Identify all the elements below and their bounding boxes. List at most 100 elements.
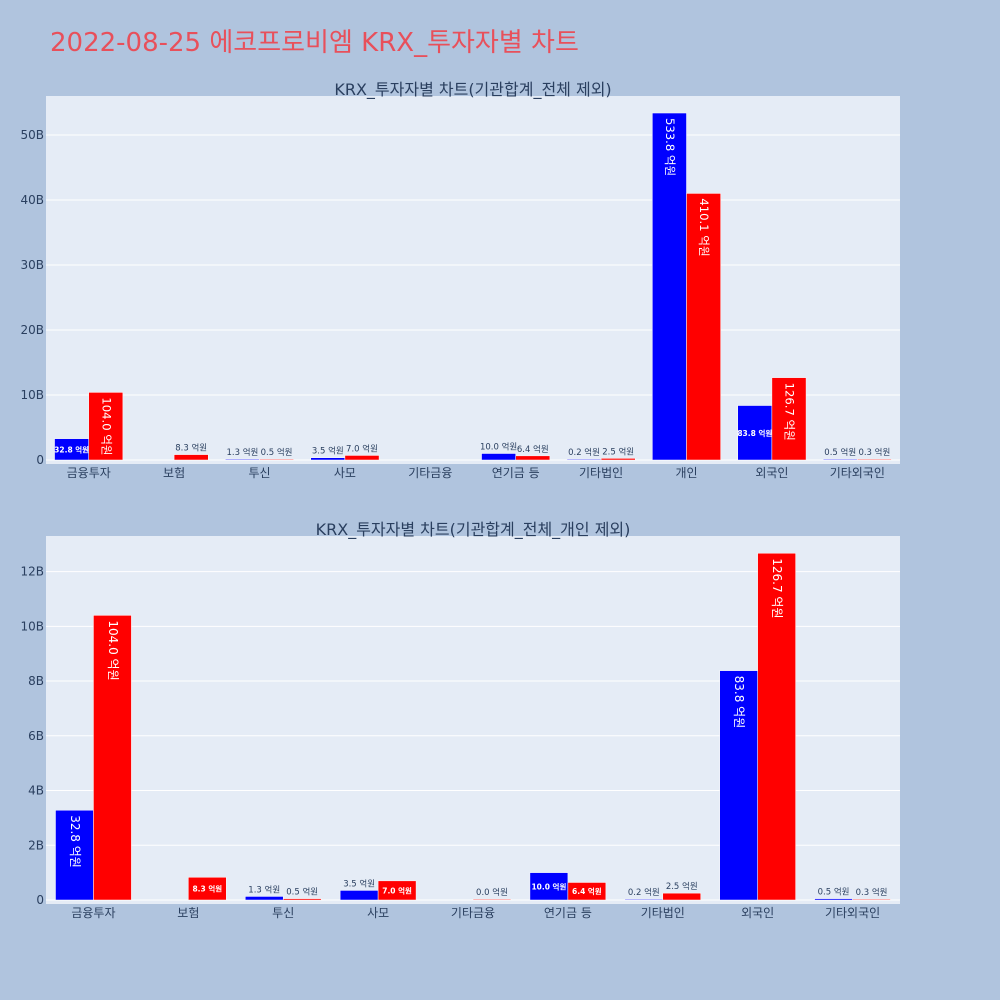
y-tick-label: 4B bbox=[28, 784, 44, 798]
x-tick-label: 보험 bbox=[163, 466, 185, 480]
x-tick-label: 사모 bbox=[334, 466, 356, 480]
data-label: 0.2 억원 bbox=[568, 447, 600, 458]
x-tick-label: 투신 bbox=[248, 466, 270, 480]
x-tick-label: 외국인 bbox=[755, 466, 788, 480]
bar bbox=[567, 882, 607, 901]
x-tick-label: 외국인 bbox=[741, 906, 774, 920]
data-label: 8.3 억원 bbox=[192, 884, 222, 894]
data-label: 3.5 억원 bbox=[312, 446, 344, 457]
data-label: 0.5 억원 bbox=[286, 887, 318, 898]
x-tick-label: 사모 bbox=[367, 906, 389, 920]
y-tick-label: 8B bbox=[28, 674, 44, 688]
bar bbox=[344, 455, 380, 461]
plot-area bbox=[46, 96, 900, 464]
data-label: 2.5 억원 bbox=[666, 881, 698, 892]
data-label: 32.8 억원 bbox=[54, 444, 89, 454]
data-label: 10.0 억원 bbox=[531, 881, 566, 891]
bar bbox=[857, 458, 892, 461]
x-tick-label: 기타금융 bbox=[408, 466, 452, 480]
chart-title: KRX_투자자별 차트(기관합계_전체 제외) bbox=[334, 80, 611, 100]
data-label: 104.0 억원 bbox=[106, 620, 120, 680]
data-label: 8.3 억원 bbox=[175, 443, 207, 454]
data-label: 0.5 억원 bbox=[261, 447, 293, 458]
bar bbox=[852, 898, 891, 901]
data-label: 1.3 억원 bbox=[226, 447, 258, 458]
bar bbox=[93, 615, 132, 901]
bar bbox=[515, 455, 551, 461]
bar bbox=[310, 457, 346, 461]
x-tick-label: 기타법인 bbox=[641, 906, 685, 920]
data-label: 0.3 억원 bbox=[856, 887, 888, 898]
page-title: 2022-08-25 에코프로비엠 KRX_투자자별 차트 bbox=[50, 28, 579, 58]
data-label: 83.8 억원 bbox=[732, 676, 746, 729]
data-label: 0.5 억원 bbox=[824, 447, 856, 458]
data-label: 0.5 억원 bbox=[818, 887, 850, 898]
bar bbox=[188, 877, 227, 901]
y-tick-label: 6B bbox=[28, 729, 44, 743]
data-label: 126.7 억원 bbox=[782, 383, 796, 441]
x-tick-label: 기타금융 bbox=[451, 906, 495, 920]
data-label: 6.4 억원 bbox=[572, 886, 602, 896]
x-tick-label: 투신 bbox=[272, 906, 294, 920]
data-label: 126.7 억원 bbox=[770, 558, 784, 618]
x-tick-label: 개인 bbox=[675, 466, 697, 480]
x-tick-label: 기타외국인 bbox=[825, 906, 880, 920]
y-tick-label: 20B bbox=[20, 323, 44, 337]
bar bbox=[719, 670, 758, 901]
y-tick-label: 0 bbox=[36, 453, 44, 467]
bar bbox=[282, 898, 322, 901]
chart-investor-all: 32.8 억원 104.0 억원 8.3 억원 1.3 억원 0.5 억원 3.5 억원 7… bbox=[20, 80, 900, 480]
data-label: 0.3 억원 bbox=[858, 447, 890, 458]
x-tick-label: 기타외국인 bbox=[830, 466, 885, 480]
chart-investor-excl-individual: 32.8 억원 104.0 억원 8.3 억원 1.3 억원 0.5 억원 3.5 억원 7… bbox=[20, 520, 900, 920]
data-label: 0.0 억원 bbox=[476, 887, 508, 898]
bar bbox=[377, 880, 417, 901]
bar bbox=[339, 890, 379, 901]
x-tick-label: 연기금 등 bbox=[492, 466, 540, 480]
y-tick-label: 40B bbox=[20, 193, 44, 207]
y-tick-label: 30B bbox=[20, 258, 44, 272]
chart-title: KRX_투자자별 차트(기관합계_전체_개인 제외) bbox=[316, 520, 631, 540]
bar bbox=[481, 453, 516, 461]
data-label: 83.8 억원 bbox=[737, 428, 772, 438]
data-label: 0.2 억원 bbox=[628, 887, 660, 898]
bar bbox=[225, 458, 260, 461]
bar bbox=[566, 458, 602, 461]
bar bbox=[472, 898, 512, 901]
bar bbox=[757, 552, 796, 901]
data-label: 10.0 억원 bbox=[480, 442, 517, 453]
data-label: 1.3 억원 bbox=[248, 884, 280, 895]
bar bbox=[662, 892, 701, 901]
bar bbox=[600, 458, 636, 461]
y-tick-label: 10B bbox=[20, 619, 44, 633]
bar bbox=[55, 809, 94, 901]
y-tick-label: 50B bbox=[20, 128, 44, 142]
x-tick-label: 보험 bbox=[177, 906, 199, 920]
data-label: 2.5 억원 bbox=[602, 446, 634, 457]
bar bbox=[822, 458, 858, 461]
x-tick-label: 기타법인 bbox=[579, 466, 623, 480]
bar bbox=[245, 896, 284, 901]
data-label: 32.8 억원 bbox=[68, 815, 82, 868]
y-tick-label: 0 bbox=[36, 893, 44, 907]
y-tick-label: 10B bbox=[20, 388, 44, 402]
bar bbox=[259, 458, 294, 461]
bar bbox=[173, 454, 209, 461]
y-tick-label: 2B bbox=[28, 838, 44, 852]
data-label: 104.0 억원 bbox=[99, 397, 113, 455]
x-tick-label: 금융투자 bbox=[67, 466, 111, 480]
bar bbox=[88, 392, 124, 461]
bar bbox=[686, 193, 721, 461]
data-label: 533.8 억원 bbox=[663, 118, 677, 176]
bar bbox=[737, 405, 773, 461]
data-label: 3.5 억원 bbox=[343, 878, 375, 889]
y-tick-label: 12B bbox=[20, 565, 44, 579]
data-label: 6.4 억원 bbox=[517, 444, 549, 455]
x-tick-label: 금융투자 bbox=[71, 906, 115, 920]
data-label: 410.1 억원 bbox=[697, 198, 711, 256]
bar bbox=[814, 898, 853, 901]
bar bbox=[771, 377, 807, 461]
bar bbox=[624, 898, 664, 901]
x-tick-label: 연기금 등 bbox=[544, 906, 592, 920]
